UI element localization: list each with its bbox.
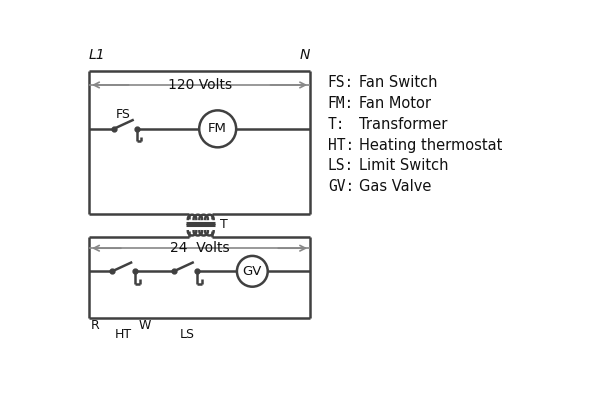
Text: FS:: FS: bbox=[328, 75, 354, 90]
Text: Transformer: Transformer bbox=[359, 117, 447, 132]
Text: HT: HT bbox=[115, 328, 132, 341]
Text: L1: L1 bbox=[89, 48, 106, 62]
Text: GV:: GV: bbox=[328, 179, 354, 194]
Text: T:: T: bbox=[328, 117, 345, 132]
Text: Gas Valve: Gas Valve bbox=[359, 179, 431, 194]
Text: Fan Motor: Fan Motor bbox=[359, 96, 431, 111]
Text: GV: GV bbox=[242, 265, 262, 278]
Text: Heating thermostat: Heating thermostat bbox=[359, 138, 502, 152]
Text: LS:: LS: bbox=[328, 158, 354, 173]
Text: T: T bbox=[220, 218, 228, 231]
Text: Fan Switch: Fan Switch bbox=[359, 75, 437, 90]
Text: W: W bbox=[139, 319, 150, 332]
Text: HT:: HT: bbox=[328, 138, 354, 152]
Text: R: R bbox=[91, 319, 99, 332]
Text: FS: FS bbox=[115, 108, 130, 122]
Text: 24  Volts: 24 Volts bbox=[170, 241, 230, 255]
Text: 120 Volts: 120 Volts bbox=[168, 78, 232, 92]
Text: FM:: FM: bbox=[328, 96, 354, 111]
Text: FM: FM bbox=[208, 122, 227, 135]
Text: LS: LS bbox=[179, 328, 194, 341]
Text: N: N bbox=[300, 48, 310, 62]
Text: Limit Switch: Limit Switch bbox=[359, 158, 448, 173]
